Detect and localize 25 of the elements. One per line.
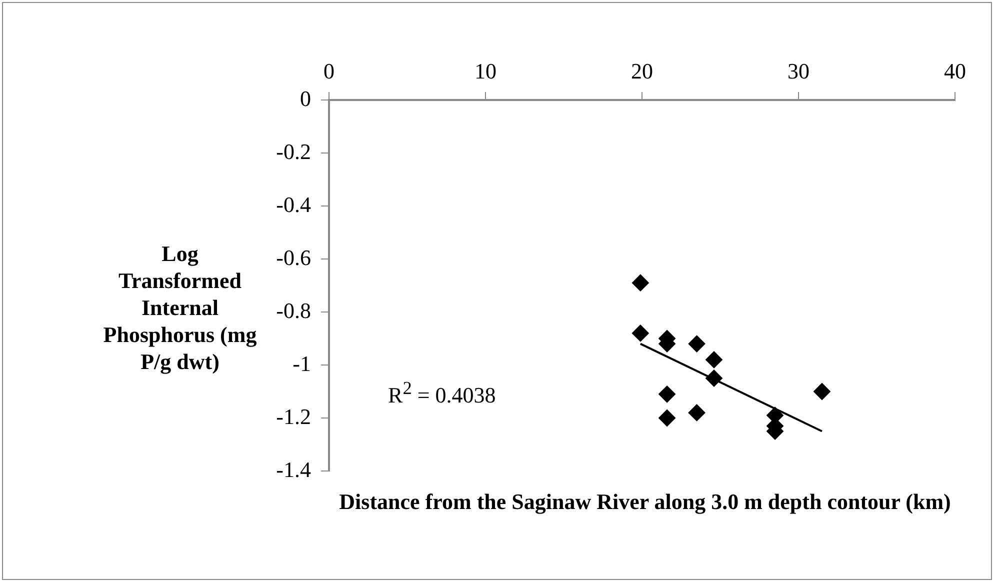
y-tick-label: -0.6 bbox=[276, 244, 311, 270]
annotation: R$^{2}$ = 0.4038 bbox=[388, 378, 496, 408]
point bbox=[658, 386, 676, 403]
point bbox=[632, 324, 649, 342]
y-tick-label: 0 bbox=[300, 86, 311, 111]
x-tick-label: 30 bbox=[788, 58, 810, 84]
y-tick-label: -1.4 bbox=[276, 456, 311, 482]
y-tick-label: -1 bbox=[292, 350, 311, 376]
point bbox=[632, 274, 649, 292]
point bbox=[658, 410, 676, 426]
point bbox=[688, 404, 706, 422]
x-axis-title: Distance from the Saginaw River along 3.0 m depth contour (km) bbox=[338, 488, 952, 516]
y-tick-label: -0.4 bbox=[276, 192, 311, 217]
point bbox=[688, 335, 706, 352]
y-tick-label: -0.8 bbox=[276, 298, 311, 323]
point bbox=[705, 370, 722, 387]
x-tick-label: 10 bbox=[474, 58, 496, 84]
y-tick-label: -0.2 bbox=[276, 138, 311, 164]
y-tick-label: -1.2 bbox=[276, 404, 311, 429]
point bbox=[813, 383, 830, 400]
x-tick-label: 0 bbox=[324, 58, 334, 84]
y-axis-title: Log Transformed Internal Phosphorus (mg P/g dwt) bbox=[102, 240, 258, 375]
x-tick-label: 20 bbox=[631, 58, 653, 84]
point bbox=[705, 351, 722, 368]
x-tick-label: 40 bbox=[944, 58, 966, 84]
